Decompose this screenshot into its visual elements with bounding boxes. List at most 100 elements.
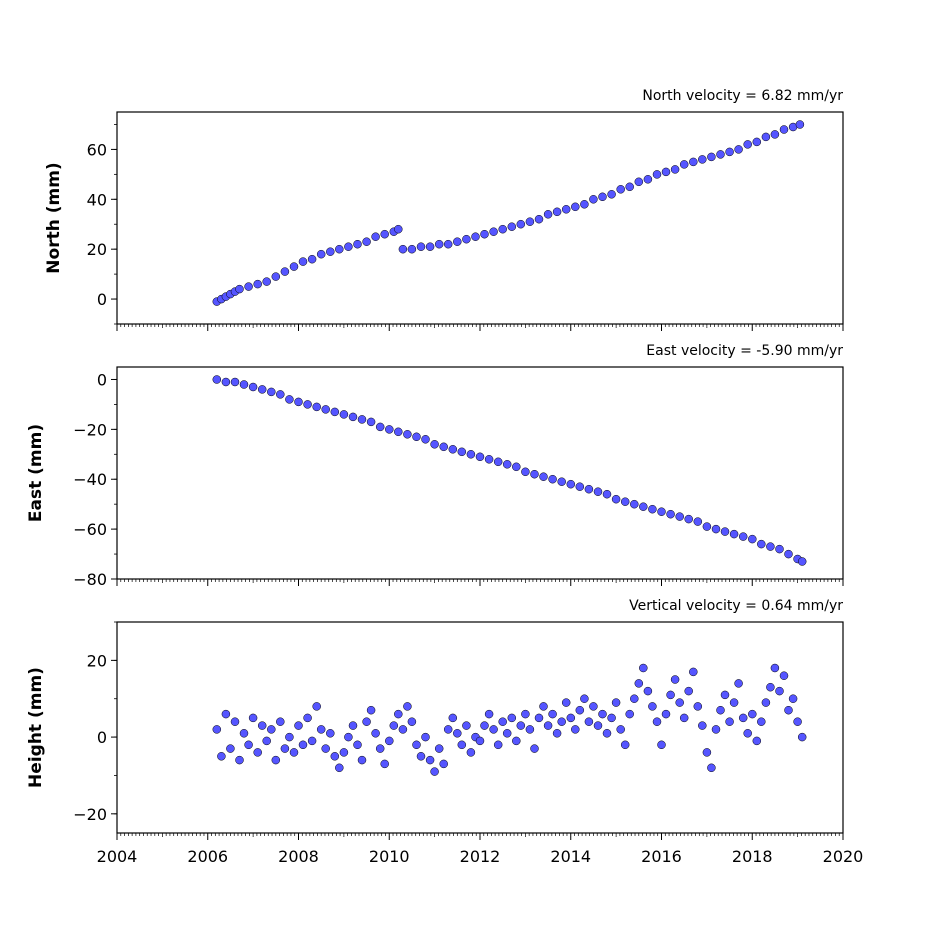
data-point [738, 713, 748, 723]
data-point [584, 484, 594, 494]
data-point [593, 487, 603, 496]
data-point [512, 462, 521, 472]
data-point [657, 507, 666, 516]
east-data-points [212, 375, 807, 566]
y-tick-label: 0 [97, 290, 107, 309]
data-point [466, 748, 476, 757]
data-point [412, 432, 421, 442]
data-point [425, 755, 435, 765]
data-point [298, 740, 308, 750]
x-tick-label: 2008 [278, 847, 319, 866]
x-tick-label: 2010 [369, 847, 410, 866]
data-point [421, 732, 430, 742]
north-plot-frame [116, 111, 844, 325]
data-point [475, 736, 485, 746]
data-point [375, 422, 385, 432]
data-point [371, 232, 380, 241]
data-point [716, 150, 725, 159]
data-point [489, 725, 498, 734]
data-point [539, 702, 548, 711]
east-y-axis-label: East (mm) [26, 424, 46, 522]
data-point [285, 395, 294, 404]
data-point [298, 257, 308, 266]
y-tick-label: 60 [87, 140, 107, 159]
data-point [729, 698, 739, 707]
data-point [720, 690, 730, 700]
data-point [734, 679, 743, 688]
data-point [362, 717, 371, 726]
data-point [407, 717, 417, 726]
data-point [453, 237, 462, 246]
data-point [525, 217, 535, 226]
data-point [448, 713, 458, 723]
north-data-points [212, 120, 805, 306]
data-point [502, 729, 512, 738]
data-point [235, 755, 244, 765]
height-x-ticks: 2004 2006 2008 2010 2012 2014 2016 2018 2020 [97, 833, 863, 866]
data-point [276, 390, 285, 399]
data-point [353, 740, 362, 750]
data-point [371, 729, 380, 738]
data-point [725, 717, 734, 726]
data-point [221, 377, 231, 387]
data-point [434, 744, 444, 753]
data-point [670, 675, 680, 684]
data-point [657, 740, 666, 750]
data-point [775, 544, 784, 554]
data-point [439, 759, 448, 769]
data-point [248, 713, 258, 723]
data-point [289, 262, 299, 271]
data-point [575, 482, 585, 491]
data-point [326, 247, 335, 256]
data-point [743, 140, 752, 149]
data-point [602, 489, 612, 499]
data-point [212, 375, 222, 384]
x-tick-label: 2012 [460, 847, 501, 866]
data-point [471, 232, 480, 241]
data-point [698, 721, 707, 730]
data-point [489, 227, 498, 236]
data-point [421, 435, 430, 444]
data-point [339, 410, 349, 419]
data-point [571, 725, 580, 734]
data-point [366, 417, 376, 427]
data-point [380, 759, 389, 769]
data-point [257, 721, 267, 730]
data-point [530, 469, 539, 479]
data-point [539, 472, 548, 481]
data-point [648, 702, 657, 711]
data-point [357, 755, 367, 765]
data-point [394, 709, 403, 719]
data-point [698, 155, 707, 164]
data-point [462, 234, 471, 244]
data-point [484, 455, 494, 464]
data-point [271, 272, 281, 281]
data-point [239, 729, 249, 738]
data-point [770, 663, 780, 673]
y-tick-label: −60 [73, 520, 107, 539]
data-point [761, 698, 771, 707]
data-point [389, 721, 399, 730]
data-point [675, 512, 684, 521]
data-point [689, 667, 698, 677]
data-point [793, 717, 802, 726]
height-data-points [212, 663, 807, 776]
data-point [552, 729, 562, 738]
x-tick-label: 2004 [97, 847, 138, 866]
data-point [543, 721, 553, 730]
east-y-ticks: 0 −20 −40 −60 −80 [73, 370, 117, 589]
data-point [235, 284, 244, 294]
data-point [430, 767, 439, 776]
y-tick-label: 20 [87, 651, 107, 670]
y-tick-label: 0 [97, 728, 107, 747]
data-point [566, 713, 576, 723]
data-point [521, 467, 530, 477]
data-point [607, 713, 616, 723]
height-plot-frame [116, 621, 844, 834]
data-point [566, 479, 576, 489]
data-point [385, 736, 394, 746]
data-point [425, 242, 435, 251]
data-point [493, 457, 503, 467]
data-point [416, 752, 426, 761]
north-velocity-label: North velocity = 6.82 mm/yr [642, 88, 843, 104]
